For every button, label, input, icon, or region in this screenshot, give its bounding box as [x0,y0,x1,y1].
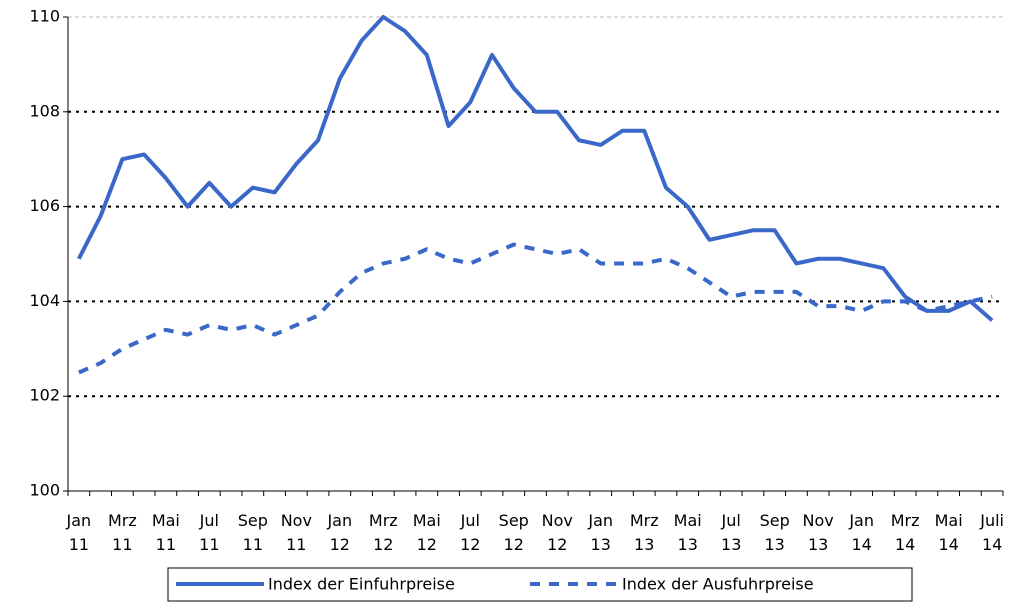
x-tick-year: 13 [678,535,698,554]
x-tick-label: Jan 12 [326,511,352,554]
x-tick-year: 12 [547,535,567,554]
x-tick-month: Nov [281,511,312,530]
x-tick-year: 12 [417,535,437,554]
x-tick-label: Mai 11 [152,511,180,554]
x-tick-label: Nov 13 [803,511,834,554]
y-tick-label: 100 [29,481,60,500]
x-tick-month: Sep [238,511,268,530]
x-tick-year: 11 [199,535,219,554]
x-tick-year: 12 [330,535,350,554]
x-tick-month: Jan [326,511,352,530]
y-tick-label: 110 [29,7,60,26]
x-tick-month: Jan [66,511,92,530]
x-tick-year: 11 [112,535,132,554]
y-tick-label: 102 [29,386,60,405]
y-tick-label: 108 [29,101,60,120]
x-tick-month: Juli [979,511,1004,530]
y-tick-label: 104 [29,291,60,310]
x-tick-label: Mai 14 [935,511,963,554]
x-tick-year: 11 [156,535,176,554]
x-tick-year: 14 [982,535,1002,554]
x-tick-year: 14 [895,535,915,554]
x-tick-month: Mrz [108,511,137,530]
x-tick-month: Nov [542,511,573,530]
x-tick-month: Jul [721,511,741,530]
x-tick-year: 12 [504,535,524,554]
x-tick-label: Nov 11 [281,511,312,554]
x-tick-year: 11 [286,535,306,554]
x-tick-year: 11 [69,535,89,554]
x-tick-month: Sep [499,511,529,530]
x-tick-month: Jan [848,511,874,530]
x-tick-month: Sep [760,511,790,530]
x-tick-year: 12 [373,535,393,554]
x-tick-year: 13 [634,535,654,554]
series-line [77,15,994,322]
x-tick-month: Mai [413,511,441,530]
legend-label: Index der Ausfuhrpreise [622,575,814,594]
x-tick-month: Jul [460,511,480,530]
x-tick-year: 13 [721,535,741,554]
x-tick-label: Sep 12 [499,511,529,554]
x-tick-year: 13 [765,535,785,554]
x-tick-year: 12 [460,535,480,554]
x-tick-month: Jul [199,511,219,530]
x-tick-month: Mrz [369,511,398,530]
x-tick-month: Nov [803,511,834,530]
x-tick-label: Mrz 14 [891,511,920,554]
x-tick-label: Mai 13 [674,511,702,554]
y-tick-label: 106 [29,196,60,215]
x-tick-year: 14 [851,535,871,554]
x-tick-year: 14 [938,535,958,554]
x-tick-label: Mai 12 [413,511,441,554]
x-tick-label: Nov 12 [542,511,573,554]
x-tick-label: Mrz 13 [630,511,659,554]
x-tick-label: Juli 14 [979,511,1004,554]
x-tick-label: Sep 13 [760,511,790,554]
x-tick-label: Jul 12 [460,511,481,554]
x-tick-label: Mrz 11 [108,511,137,554]
x-tick-year: 13 [591,535,611,554]
x-tick-label: Sep 11 [238,511,268,554]
x-tick-label: Jul 13 [721,511,742,554]
x-tick-label: Mrz 12 [369,511,398,554]
x-tick-month: Mrz [630,511,659,530]
x-tick-month: Mai [152,511,180,530]
x-tick-month: Mrz [891,511,920,530]
legend-label: Index der Einfuhrpreise [268,575,455,594]
x-tick-month: Jan [587,511,613,530]
x-tick-label: Jan 13 [587,511,613,554]
x-tick-label: Jan 11 [66,511,92,554]
x-tick-year: 13 [808,535,828,554]
x-tick-month: Mai [935,511,963,530]
x-tick-year: 11 [243,535,263,554]
x-tick-label: Jul 11 [199,511,220,554]
x-tick-month: Mai [674,511,702,530]
x-tick-label: Jan 14 [848,511,874,554]
